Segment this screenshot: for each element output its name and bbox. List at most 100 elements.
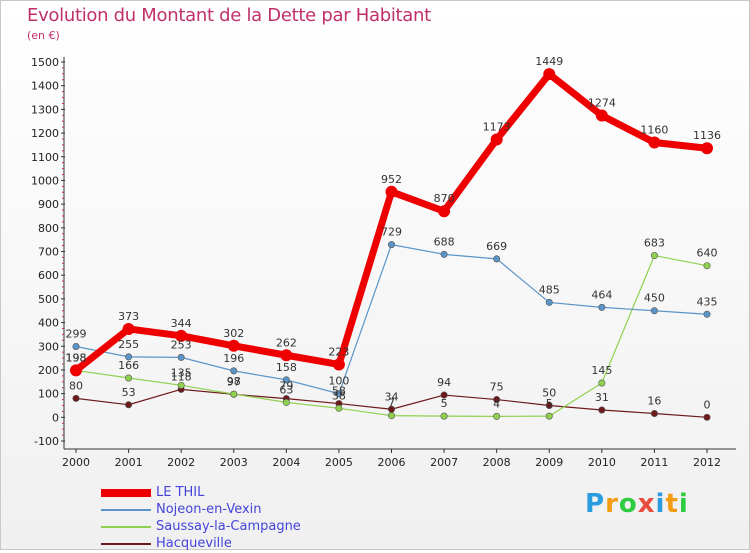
data-label-nojeon-en-vexin: 435: [697, 295, 718, 308]
data-point-le-thil: [227, 339, 240, 352]
data-label-le-thil: 952: [381, 173, 402, 186]
logo-letter: i: [678, 489, 689, 519]
data-label-hacqueville: 97: [227, 375, 241, 388]
data-point-nojeon-en-vexin: [125, 353, 133, 361]
y-tick-label: 200: [38, 364, 59, 377]
data-point-saussay-la-campagne: [440, 412, 448, 420]
y-tick-label: 700: [38, 246, 59, 259]
data-point-saussay-la-campagne: [282, 398, 290, 406]
y-tick-label: 400: [38, 317, 59, 330]
data-label-nojeon-en-vexin: 299: [66, 327, 87, 340]
y-tick-label: 300: [38, 340, 59, 353]
data-point-saussay-la-campagne: [125, 374, 133, 382]
data-point-le-thil: [701, 142, 713, 155]
x-tick-label: 2006: [378, 456, 406, 469]
data-point-nojeon-en-vexin: [545, 298, 553, 306]
data-point-nojeon-en-vexin: [440, 250, 448, 258]
data-point-saussay-la-campagne: [493, 412, 501, 420]
data-point-saussay-la-campagne: [703, 262, 711, 270]
legend-swatch: [101, 509, 151, 511]
x-tick-label: 2011: [640, 456, 668, 469]
data-label-saussay-la-campagne: 640: [697, 247, 718, 260]
data-label-nojeon-en-vexin: 100: [328, 375, 349, 388]
data-point-saussay-la-campagne: [598, 379, 606, 387]
logo-letter: i: [655, 489, 666, 519]
data-label-nojeon-en-vexin: 729: [381, 226, 402, 239]
data-label-le-thil: 870: [434, 192, 455, 205]
data-point-nojeon-en-vexin: [230, 367, 238, 375]
data-label-le-thil: 1136: [693, 129, 721, 142]
data-label-nojeon-en-vexin: 485: [539, 283, 560, 296]
chart-subtitle: (en €): [27, 29, 60, 42]
data-point-hacqueville: [545, 401, 553, 409]
data-label-hacqueville: 58: [332, 385, 346, 398]
data-label-hacqueville: 34: [385, 390, 399, 403]
series-lines: [70, 68, 713, 421]
data-label-hacqueville: 53: [122, 386, 136, 399]
data-point-le-thil: [385, 185, 398, 198]
data-point-nojeon-en-vexin: [387, 241, 395, 249]
data-label-nojeon-en-vexin: 688: [434, 235, 455, 248]
data-point-nojeon-en-vexin: [493, 255, 501, 263]
data-label-hacqueville: 80: [69, 379, 83, 392]
legend-label: LE THIL: [156, 485, 205, 500]
data-point-nojeon-en-vexin: [650, 307, 658, 315]
data-point-le-thil: [490, 133, 503, 146]
x-tick-label: 2005: [325, 456, 353, 469]
x-tick-label: 2012: [693, 456, 721, 469]
data-label-saussay-la-campagne: 63: [279, 383, 293, 396]
data-label-le-thil: 1274: [588, 97, 616, 110]
data-label-nojeon-en-vexin: 253: [171, 338, 192, 351]
data-labels: 1983733443022622239528701173144912741160…: [66, 55, 722, 411]
data-label-nojeon-en-vexin: 158: [276, 361, 297, 374]
x-tick-label: 2003: [220, 456, 248, 469]
data-point-le-thil: [70, 364, 82, 377]
data-label-saussay-la-campagne: 166: [118, 359, 139, 372]
data-label-nojeon-en-vexin: 464: [591, 288, 612, 301]
y-tick-label: 0: [52, 411, 59, 424]
data-label-saussay-la-campagne: 135: [171, 366, 192, 379]
data-label-saussay-la-campagne: 5: [546, 397, 553, 410]
data-point-hacqueville: [598, 406, 606, 414]
data-label-hacqueville: 79: [279, 380, 293, 393]
data-label-saussay-la-campagne: 38: [332, 389, 346, 402]
proxiti-logo: Proxiti: [585, 489, 689, 519]
data-label-nojeon-en-vexin: 255: [118, 338, 139, 351]
data-label-saussay-la-campagne: 7: [388, 397, 395, 410]
data-point-le-thil: [438, 205, 451, 218]
x-tick-label: 2001: [115, 456, 143, 469]
y-tick-label: 600: [38, 269, 59, 282]
data-label-hacqueville: 118: [171, 370, 192, 383]
data-point-hacqueville: [72, 394, 80, 402]
x-tick-label: 2007: [430, 456, 458, 469]
data-label-saussay-la-campagne: 4: [493, 397, 500, 410]
logo-letter: t: [665, 489, 679, 519]
y-tick-label: 1300: [31, 103, 59, 116]
data-label-le-thil: 223: [328, 345, 349, 358]
data-point-nojeon-en-vexin: [335, 390, 343, 398]
data-point-nojeon-en-vexin: [703, 310, 711, 318]
x-tick-label: 2004: [272, 456, 300, 469]
logo-letter: o: [618, 489, 638, 519]
data-point-hacqueville: [125, 401, 133, 409]
data-point-hacqueville: [703, 413, 711, 421]
data-label-saussay-la-campagne: 683: [644, 237, 665, 250]
data-point-le-thil: [648, 136, 661, 149]
y-tick-label: 1400: [31, 80, 59, 93]
data-label-nojeon-en-vexin: 450: [644, 292, 665, 305]
y-tick-label: -100: [34, 435, 59, 448]
data-label-le-thil: 373: [118, 310, 139, 323]
data-label-le-thil: 344: [171, 317, 192, 330]
legend-label: Hacqueville: [156, 536, 232, 551]
data-point-saussay-la-campagne: [387, 412, 395, 420]
legend-label: Saussay-la-Campagne: [156, 519, 301, 534]
y-tick-label: 1500: [31, 56, 59, 69]
data-label-hacqueville: 94: [437, 376, 451, 389]
data-label-le-thil: 198: [66, 351, 87, 364]
legend-swatch: [101, 526, 151, 528]
y-tick-label: 100: [38, 388, 59, 401]
x-tick-label: 2000: [62, 456, 90, 469]
x-tick-label: 2010: [588, 456, 616, 469]
data-point-saussay-la-campagne: [230, 390, 238, 398]
